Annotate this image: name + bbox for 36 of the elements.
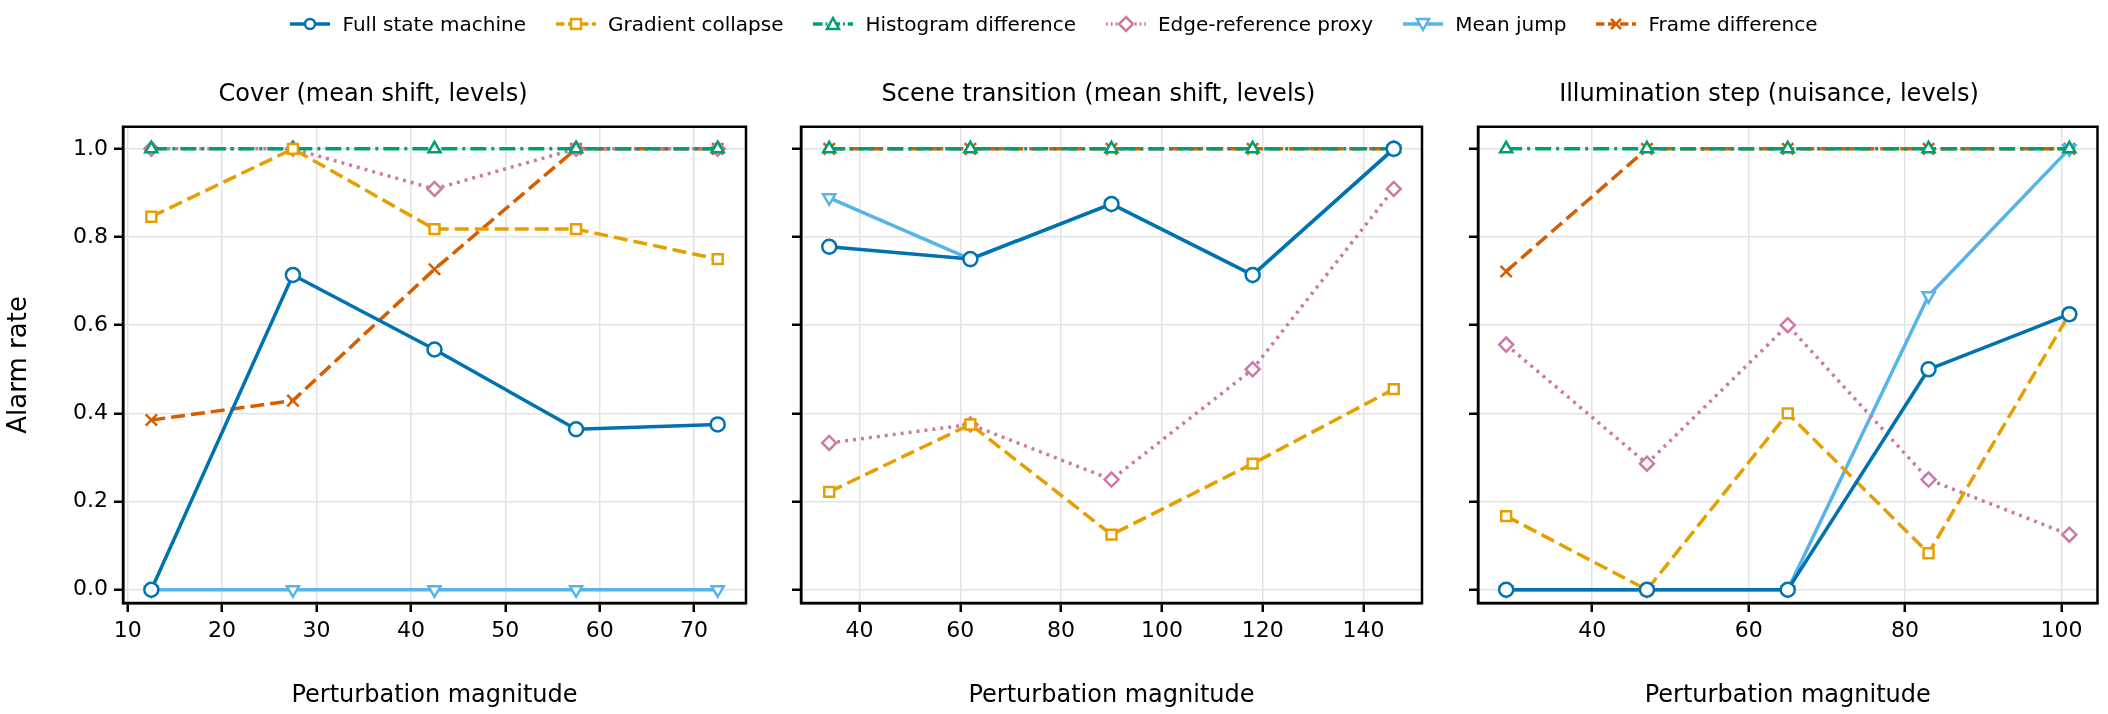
y-tick-label: 0.2 bbox=[73, 487, 108, 513]
chart-title: Scene transition (mean shift, levels) bbox=[881, 78, 1316, 107]
y-tick-label: 0.6 bbox=[73, 310, 108, 336]
y-axis-title: Alarm rate bbox=[2, 296, 33, 434]
x-tick-label: 100 bbox=[1140, 616, 1183, 642]
x-tick-label: 100 bbox=[2040, 616, 2083, 642]
y-tick-label: 0.0 bbox=[73, 575, 108, 601]
x-axis-title: Perturbation magnitude bbox=[291, 679, 578, 708]
legend-label: Frame difference bbox=[1648, 12, 1818, 36]
chart-title: Cover (mean shift, levels) bbox=[218, 78, 528, 107]
x-tick-label: 80 bbox=[1891, 616, 1920, 642]
x-tick-label: 40 bbox=[845, 616, 874, 642]
x-tick-label: 20 bbox=[208, 616, 237, 642]
x-tick-label: 70 bbox=[680, 616, 709, 642]
y-tick-label: 1.0 bbox=[73, 134, 108, 160]
x-tick-label: 40 bbox=[1578, 616, 1607, 642]
x-tick-label: 30 bbox=[302, 616, 331, 642]
x-tick-label: 40 bbox=[396, 616, 425, 642]
x-tick-label: 60 bbox=[1734, 616, 1763, 642]
x-tick-label: 140 bbox=[1342, 616, 1385, 642]
y-tick-label: 0.8 bbox=[73, 222, 108, 248]
x-axis-title: Perturbation magnitude bbox=[968, 679, 1255, 708]
x-tick-label: 120 bbox=[1241, 616, 1284, 642]
legend-label: Edge-reference proxy bbox=[1157, 12, 1374, 36]
legend-label: Gradient collapse bbox=[608, 12, 784, 36]
legend-label: Histogram difference bbox=[865, 12, 1076, 36]
y-tick-label: 0.4 bbox=[73, 399, 108, 425]
x-tick-label: 50 bbox=[491, 616, 520, 642]
x-tick-label: 10 bbox=[113, 616, 142, 642]
chart-title: Illumination step (nuisance, levels) bbox=[1559, 78, 1979, 107]
x-tick-label: 60 bbox=[585, 616, 614, 642]
x-tick-label: 80 bbox=[1047, 616, 1076, 642]
legend-label: Full state machine bbox=[342, 12, 527, 36]
x-axis-title: Perturbation magnitude bbox=[1644, 679, 1931, 708]
legend-label: Mean jump bbox=[1455, 12, 1567, 36]
x-tick-label: 60 bbox=[946, 616, 975, 642]
